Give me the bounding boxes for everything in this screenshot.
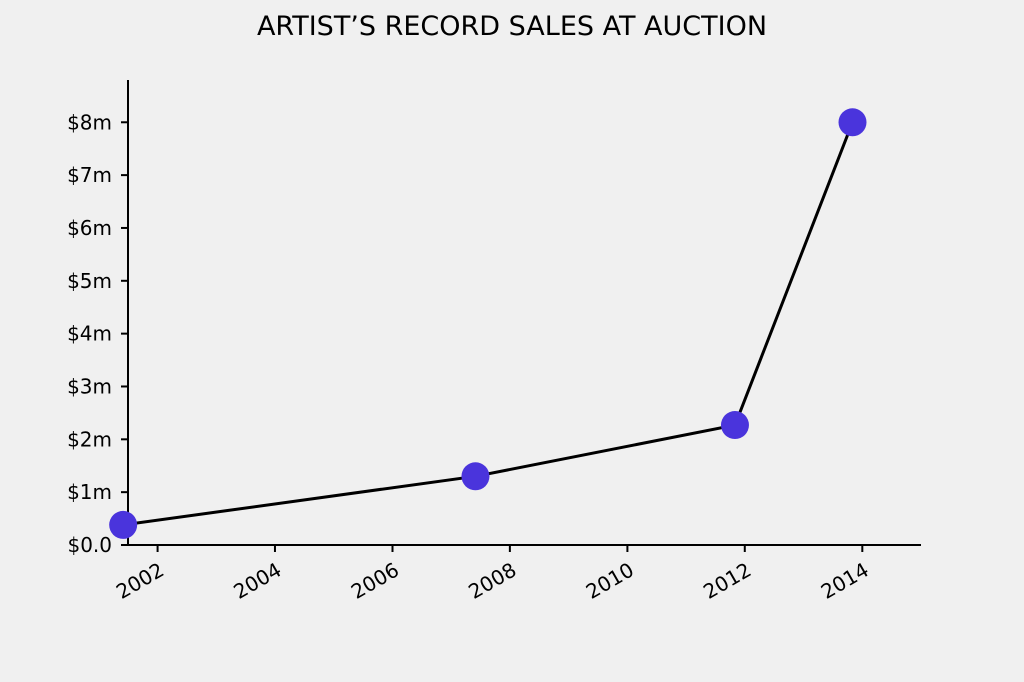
y-tick-label: $7m [67,163,112,187]
y-axis-ticks: $0.0 $1m $2m $3m $4m $5m $6m $7m $8m [67,110,128,557]
x-tick-label: 2012 [699,558,755,604]
x-tick-label: 2002 [112,558,168,604]
y-tick-label: $8m [67,110,112,134]
x-tick-label: 2008 [464,558,520,604]
y-tick-label: $3m [67,374,112,398]
data-point [720,411,749,440]
y-tick-label: $5m [67,269,112,293]
y-tick-label: $6m [67,216,112,240]
chart-title: ARTIST’S RECORD SALES AT AUCTION [257,11,767,42]
x-axis-ticks: 2002 2004 2006 2008 2010 2012 2014 [112,545,873,604]
data-point [838,108,867,137]
x-tick-label: 2010 [582,558,638,604]
x-tick-label: 2014 [817,558,873,604]
y-tick-label: $2m [67,427,112,451]
y-tick-label: $4m [67,322,112,346]
x-tick-label: 2004 [229,558,285,604]
data-point [109,510,138,539]
y-tick-label: $1m [67,480,112,504]
axes [127,80,921,546]
data-point [461,462,490,491]
x-tick-label: 2006 [347,558,403,604]
series-group [109,108,867,539]
series-line [122,121,854,527]
y-tick-label: $0.0 [67,533,112,557]
